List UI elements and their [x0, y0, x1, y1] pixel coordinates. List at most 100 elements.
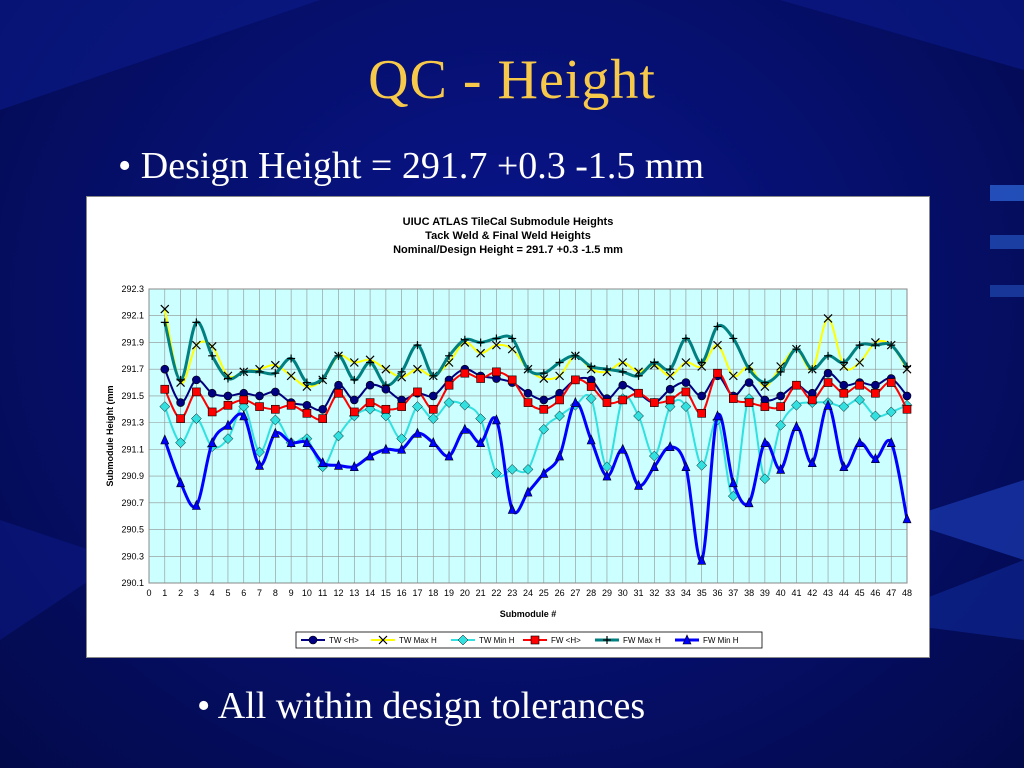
data-point — [870, 410, 881, 422]
y-tick-label: 290.1 — [121, 578, 144, 588]
data-point — [681, 387, 691, 397]
x-tick-label: 23 — [507, 588, 517, 598]
data-point — [191, 499, 201, 510]
data-point — [192, 387, 201, 397]
data-point — [476, 436, 486, 447]
data-point — [160, 364, 170, 374]
x-tick-label: 9 — [289, 588, 294, 598]
data-point — [302, 400, 312, 410]
data-point — [555, 371, 565, 381]
data-point — [506, 464, 518, 475]
data-point — [207, 407, 217, 417]
data-point — [175, 437, 186, 449]
data-point — [302, 408, 312, 418]
data-point — [160, 318, 169, 327]
data-point — [159, 401, 171, 412]
data-point — [428, 436, 438, 447]
data-point — [602, 365, 611, 374]
data-point — [854, 394, 865, 406]
series-line — [163, 320, 909, 387]
data-point — [429, 371, 438, 380]
data-point — [903, 362, 911, 371]
data-point — [650, 358, 659, 367]
data-point — [791, 420, 801, 431]
data-point — [713, 368, 722, 378]
legend-marker — [603, 636, 611, 644]
data-point — [649, 460, 659, 472]
data-point — [665, 395, 675, 405]
data-point — [728, 394, 738, 403]
data-point — [902, 513, 912, 524]
data-point — [666, 365, 675, 374]
data-point — [207, 436, 217, 447]
data-point — [255, 391, 264, 401]
y-tick-label: 290.3 — [121, 551, 144, 561]
data-point — [871, 341, 880, 350]
data-point — [254, 446, 265, 458]
data-point — [255, 367, 264, 376]
y-tick-label: 290.5 — [121, 525, 144, 535]
data-point — [381, 364, 391, 374]
data-point — [507, 503, 517, 514]
series-group — [159, 304, 913, 565]
data-point — [697, 391, 707, 401]
data-point — [207, 388, 217, 398]
x-tick-label: 35 — [697, 588, 707, 598]
x-tick-label: 33 — [665, 588, 675, 598]
data-point — [160, 304, 170, 314]
data-point — [476, 348, 486, 358]
bullet-tolerances: • All within design tolerances — [197, 685, 646, 727]
data-point — [507, 344, 517, 354]
x-tick-label: 21 — [476, 588, 486, 598]
x-tick-label: 10 — [302, 588, 312, 598]
legend-label: FW Max H — [623, 636, 661, 645]
x-tick-label: 46 — [870, 588, 880, 598]
data-point — [428, 404, 438, 414]
legend-label: TW Max H — [399, 636, 437, 645]
legend-marker — [457, 634, 469, 646]
y-tick-label: 291.7 — [121, 364, 144, 374]
height-chart: UIUC ATLAS TileCal Submodule Heights Tac… — [105, 216, 913, 649]
data-point — [523, 388, 533, 398]
data-point — [334, 388, 343, 398]
data-point — [365, 398, 375, 407]
data-point — [270, 427, 280, 438]
data-point — [792, 345, 801, 354]
x-tick-label: 27 — [570, 588, 580, 598]
x-tick-label: 17 — [412, 588, 422, 598]
data-point — [745, 365, 754, 374]
data-point — [523, 398, 533, 407]
data-point — [886, 378, 896, 387]
data-point — [585, 393, 597, 404]
x-tick-label: 7 — [257, 588, 262, 598]
data-point — [176, 398, 185, 407]
data-point — [681, 378, 691, 387]
data-point — [823, 378, 833, 387]
data-point — [855, 436, 865, 447]
data-point — [759, 473, 771, 485]
data-point — [413, 387, 422, 397]
data-point — [539, 374, 549, 383]
data-point — [397, 367, 406, 376]
data-point — [618, 380, 628, 390]
data-point — [444, 380, 454, 390]
data-point — [508, 334, 517, 343]
data-point — [522, 464, 534, 475]
data-point — [222, 433, 234, 445]
data-point — [412, 427, 422, 438]
y-tick-label: 290.7 — [121, 498, 144, 508]
data-point — [571, 375, 580, 385]
data-point — [412, 401, 423, 412]
data-point — [191, 340, 201, 350]
data-point — [728, 477, 738, 488]
data-point — [428, 391, 438, 401]
data-point — [318, 374, 327, 383]
data-point — [776, 463, 786, 474]
data-point — [870, 452, 880, 464]
data-point — [839, 460, 849, 472]
data-point — [602, 470, 612, 481]
data-point — [680, 401, 692, 412]
x-tick-label: 24 — [523, 588, 533, 598]
x-tick-label: 13 — [349, 588, 359, 598]
data-point — [713, 410, 722, 421]
